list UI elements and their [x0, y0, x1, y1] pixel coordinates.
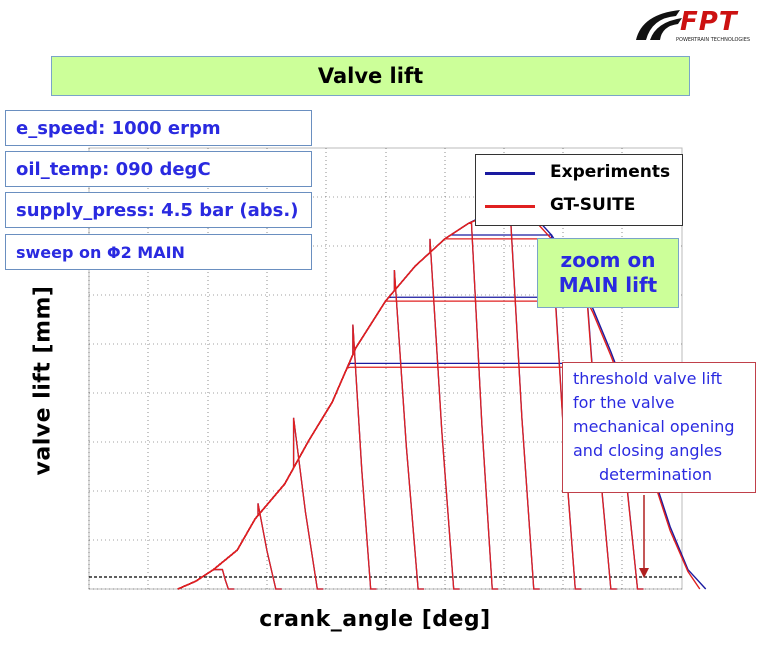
- threshold-note-line: mechanical opening: [573, 417, 735, 436]
- zoom-note-line1: zoom on: [560, 248, 656, 272]
- plot-grid: [88, 148, 682, 590]
- zoom-note-line2: MAIN lift: [558, 273, 658, 297]
- logo-brand: FPT: [680, 7, 738, 37]
- fpt-logo: FPT POWERTRAIN TECHNOLOGIES: [632, 4, 772, 44]
- page-title: Valve lift: [51, 56, 690, 96]
- threshold-note-line: threshold valve lift: [573, 369, 723, 388]
- threshold-note-line: for the valve: [573, 393, 675, 412]
- engine-speed-label: e_speed: 1000 erpm: [5, 110, 312, 146]
- x-axis-label: crank_angle [deg]: [259, 607, 491, 632]
- y-axis-label: valve lift [mm]: [30, 285, 56, 476]
- logo-swoosh-icon: [636, 10, 682, 40]
- threshold-note-line: determination: [599, 465, 713, 484]
- threshold-note-line: and closing angles: [573, 441, 723, 460]
- legend-item-gt-suite: GT-SUITE: [476, 191, 682, 221]
- legend-label-experiments: Experiments: [550, 162, 671, 182]
- threshold-arrow-head: [639, 568, 649, 578]
- legend-swatch-experiments: [485, 172, 535, 175]
- threshold-note: threshold valve lift for the valve mecha…: [562, 362, 756, 493]
- logo-tagline: POWERTRAIN TECHNOLOGIES: [676, 37, 751, 43]
- oil-temp-label: oil_temp: 090 degC: [5, 151, 312, 187]
- zoom-note: zoom on MAIN lift: [537, 238, 679, 308]
- series-line-gt-suite-sweep-11: [177, 366, 644, 590]
- legend-swatch-gt-suite: [485, 205, 535, 208]
- chart-legend: Experiments GT-SUITE: [475, 154, 683, 226]
- legend-label-gt-suite: GT-SUITE: [550, 195, 636, 215]
- sweep-label: sweep on Φ2 MAIN: [5, 234, 312, 270]
- legend-item-experiments: Experiments: [476, 158, 682, 188]
- supply-pressure-label: supply_press: 4.5 bar (abs.): [5, 192, 312, 228]
